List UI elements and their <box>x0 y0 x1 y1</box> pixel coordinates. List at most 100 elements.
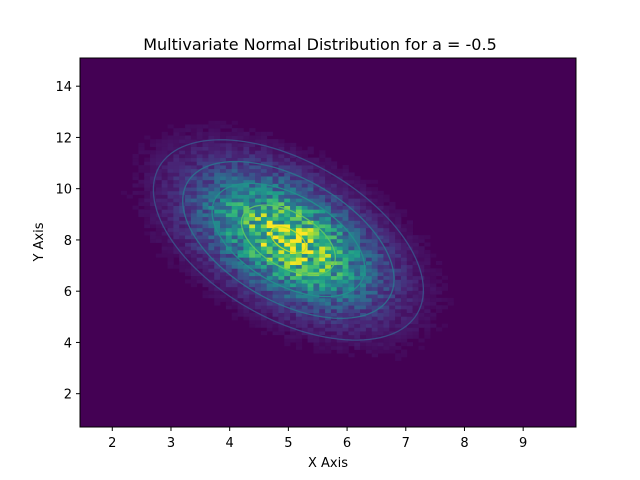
histogram-cell <box>150 150 157 155</box>
histogram-cell <box>313 290 320 295</box>
histogram-cell <box>383 316 390 321</box>
histogram-cell <box>190 253 198 258</box>
histogram-cell <box>336 334 343 339</box>
histogram-cell <box>190 153 198 159</box>
histogram-cell <box>237 231 244 236</box>
histogram-cell <box>395 338 402 343</box>
histogram-cell <box>371 294 378 299</box>
histogram-cell <box>161 161 168 166</box>
histogram-cell <box>249 139 256 144</box>
histogram-cell <box>365 260 373 266</box>
histogram-cell <box>144 190 151 195</box>
histogram-cell <box>179 150 186 155</box>
histogram-cell <box>290 194 297 199</box>
histogram-cell <box>395 297 402 302</box>
histogram-cell <box>290 238 297 243</box>
histogram-cell <box>330 227 338 232</box>
histogram-cell <box>167 161 174 166</box>
histogram-cell <box>365 205 373 210</box>
x-tick-label: 6 <box>343 436 351 451</box>
histogram-cell <box>319 172 326 177</box>
histogram-cell <box>290 327 297 332</box>
histogram-cell <box>214 301 221 306</box>
histogram-cell <box>371 353 378 358</box>
histogram-cell <box>348 227 355 232</box>
histogram-cell <box>395 286 402 291</box>
histogram-cell <box>377 312 384 317</box>
histogram-cell <box>243 260 250 266</box>
density-contours <box>152 139 425 341</box>
histogram-cell <box>243 268 250 273</box>
histogram-cell <box>278 327 285 332</box>
histogram-cell <box>231 135 238 140</box>
histogram-cell <box>179 172 186 177</box>
histogram-cell <box>412 290 419 295</box>
histogram-cell <box>249 294 256 299</box>
histogram-cell <box>377 212 384 218</box>
histogram-cell <box>371 249 378 254</box>
histogram-cell <box>307 260 314 266</box>
histogram-cell <box>395 264 402 269</box>
histogram-cell <box>185 124 192 129</box>
histogram-cell <box>225 157 233 162</box>
histogram-cell <box>319 323 326 328</box>
histogram-cell <box>260 209 268 214</box>
histogram-cell <box>185 268 192 273</box>
histogram-cell <box>255 275 262 280</box>
histogram-cell <box>202 135 209 140</box>
histogram-cell <box>406 268 414 273</box>
histogram-cell <box>319 253 326 258</box>
histogram-cell <box>266 216 273 221</box>
histogram-cell <box>371 316 378 321</box>
histogram-cell <box>418 264 425 269</box>
histogram-cell <box>406 331 414 336</box>
histogram-cell <box>336 345 343 350</box>
histogram-cell <box>307 227 314 232</box>
histogram-cell <box>395 257 402 262</box>
histogram-cell <box>255 209 262 214</box>
histogram-cell <box>208 246 215 251</box>
histogram-cell <box>295 275 303 280</box>
histogram-cell <box>190 209 198 214</box>
histogram-cell <box>272 187 279 192</box>
histogram-cell <box>319 260 326 266</box>
histogram-cell <box>325 227 332 232</box>
histogram-cell <box>266 139 273 144</box>
histogram-cell <box>336 272 343 277</box>
histogram-cell <box>144 150 151 155</box>
histogram-cell <box>266 198 273 203</box>
histogram-cell <box>231 205 238 210</box>
histogram-cell <box>330 198 338 203</box>
histogram-cell <box>365 279 373 284</box>
histogram-cell <box>266 131 273 136</box>
histogram-cell <box>196 238 203 243</box>
histogram-cell <box>412 242 419 247</box>
histogram-cell <box>360 297 367 302</box>
histogram-cell <box>313 242 320 247</box>
histogram-cell <box>231 246 238 251</box>
histogram-cell <box>231 194 238 199</box>
histogram-cell <box>383 246 390 251</box>
histogram-cell <box>307 216 314 221</box>
histogram-cell <box>295 338 303 343</box>
histogram-cell <box>342 290 349 295</box>
histogram-cell <box>173 238 180 243</box>
histogram-cell <box>214 190 221 195</box>
histogram-cell <box>260 205 268 210</box>
histogram-cell <box>307 176 314 181</box>
histogram-cell <box>167 176 174 181</box>
histogram-cell <box>330 327 338 332</box>
histogram-cell <box>237 283 244 288</box>
histogram-cell <box>307 297 314 302</box>
histogram-cell <box>225 264 233 269</box>
histogram-cell <box>412 308 419 314</box>
histogram-cell <box>295 334 303 339</box>
histogram-cell <box>255 198 262 203</box>
histogram-cell <box>196 216 203 221</box>
histogram-cell <box>418 283 425 288</box>
histogram-cell <box>400 323 408 328</box>
histogram-cell <box>196 224 203 229</box>
histogram-cell <box>179 242 186 247</box>
